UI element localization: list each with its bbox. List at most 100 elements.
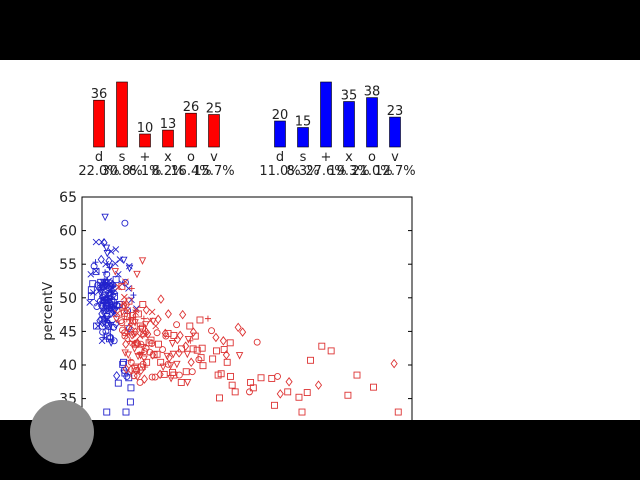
bar-o xyxy=(366,97,378,148)
scatter-point xyxy=(276,389,284,399)
scatter-point xyxy=(234,322,242,333)
scatter-point xyxy=(295,393,303,401)
scatter-point xyxy=(92,268,100,276)
scatter-point xyxy=(133,270,141,279)
scatter-point xyxy=(159,363,167,372)
scatter-point xyxy=(153,329,161,337)
scatter-point xyxy=(246,388,253,396)
scatter-point xyxy=(123,372,131,380)
scatter-point xyxy=(249,384,257,392)
scatter-point xyxy=(149,317,157,326)
y-tick-label: 40 xyxy=(59,358,77,374)
scatter-point xyxy=(227,372,234,380)
scatter-point xyxy=(173,334,181,345)
scatter-point xyxy=(98,309,106,319)
scatter-point xyxy=(142,321,150,329)
scatter-point xyxy=(188,368,196,376)
scatter-point xyxy=(169,350,178,359)
scatter-points xyxy=(86,213,402,416)
scatter-point xyxy=(86,299,94,306)
screen: 36 d 22.0% s 30.8% 10 +6.1% 13 x 8.2% 26 o 16.4% 25 v 1… xyxy=(0,60,640,420)
scatter-point xyxy=(154,340,162,348)
bar-category-label: x xyxy=(345,150,353,165)
y-tick-label: 50 xyxy=(59,291,77,307)
bar-value-label: 15 xyxy=(295,115,312,130)
bar-value-label: 13 xyxy=(160,117,177,132)
scatter-point xyxy=(136,332,144,340)
scatter-point xyxy=(121,278,129,286)
scatter-point xyxy=(186,322,194,330)
scatter-point xyxy=(274,372,281,380)
scatter-point xyxy=(130,292,137,299)
scatter-point xyxy=(106,321,115,330)
avatar[interactable] xyxy=(30,400,94,464)
scatter-point xyxy=(189,345,197,353)
bar-category-label: + xyxy=(140,150,151,165)
scatter-point xyxy=(226,339,234,347)
scatter-point xyxy=(112,246,120,253)
bar-category-label: v xyxy=(391,150,399,165)
bar-+ xyxy=(139,133,151,148)
scatter-point xyxy=(152,322,160,330)
plot-frame xyxy=(81,196,413,420)
scatter-point xyxy=(107,248,115,255)
scatter-point xyxy=(157,294,165,304)
chart-figure: 36d22.0%s30.8%10+6.1%13x8.2%26o16.4%25v1… xyxy=(41,81,416,420)
scatter-point xyxy=(208,327,215,335)
scatter-point xyxy=(298,408,306,416)
scatter-point xyxy=(239,327,247,337)
scatter-point xyxy=(175,371,183,379)
scatter-point xyxy=(314,380,323,390)
scatter-point xyxy=(124,307,132,314)
bar-category-label: d xyxy=(276,150,284,165)
scatter-point xyxy=(89,280,97,288)
scatter-point xyxy=(139,344,148,352)
scatter-point xyxy=(140,374,148,384)
scatter-point xyxy=(213,347,220,355)
scatter-point xyxy=(394,408,402,416)
scatter-point xyxy=(268,374,276,382)
scatter-point xyxy=(182,341,190,351)
scatter-point xyxy=(127,358,135,366)
scatter-point xyxy=(151,373,159,381)
left-bar-chart: 36 d22.0%s30.8% 10 +6.1% 13 x8.2% 26 o16.4% 25 v1… xyxy=(78,81,235,179)
scatter-point xyxy=(121,369,129,377)
scatter-point xyxy=(101,213,109,222)
scatter-point xyxy=(143,358,151,366)
scatter-point xyxy=(99,328,107,336)
scatter-point xyxy=(253,338,261,346)
scatter-point xyxy=(122,278,129,285)
scatter-point xyxy=(118,319,126,327)
scatter-point xyxy=(223,358,231,366)
scatter-point xyxy=(303,389,311,397)
y-axis-label: percentV xyxy=(41,282,56,341)
bar-value-label: 26 xyxy=(183,100,200,115)
scatter-point xyxy=(198,344,206,352)
scatter-point xyxy=(284,388,292,396)
scatter-point xyxy=(390,358,398,369)
scatter-point xyxy=(353,371,361,379)
scatter-point xyxy=(127,384,135,392)
scatter-point xyxy=(164,360,172,368)
bar-percent-label: 16.4% xyxy=(170,164,211,179)
right-bar-chart: 20 d11.0% 15 s8.3%+27.6% 35 x19.3% 38 o21.0% 23 v… xyxy=(259,81,416,179)
bar-x xyxy=(162,129,174,148)
bar-percent-label: 6.1% xyxy=(128,164,161,179)
scatter-point xyxy=(122,299,131,310)
scatter-point xyxy=(196,316,204,324)
scatter-point xyxy=(271,401,278,409)
scatter-point xyxy=(148,340,156,347)
scatter-point xyxy=(100,334,107,341)
scatter-point xyxy=(102,269,109,276)
scatter-point xyxy=(166,362,175,370)
scatter-point xyxy=(98,337,106,345)
scatter-point xyxy=(132,306,140,314)
scatter-plot: 65605550454035percentV xyxy=(41,190,413,420)
scatter-point xyxy=(148,308,156,316)
scatter-point xyxy=(235,352,244,360)
scatter-point xyxy=(110,293,118,300)
scatter-point xyxy=(140,315,147,322)
scatter-point xyxy=(111,260,119,267)
scatter-point xyxy=(92,259,99,266)
y-tick-label: 45 xyxy=(59,324,77,340)
